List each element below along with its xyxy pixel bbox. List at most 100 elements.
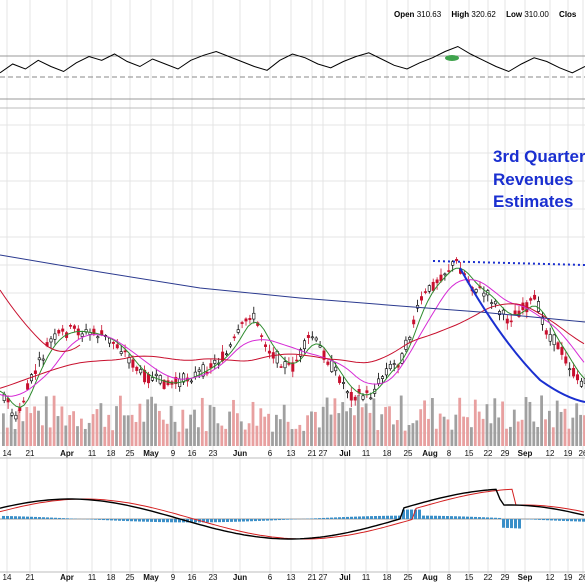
macd-histogram-bar	[514, 519, 517, 529]
x-tick-label: 27	[319, 449, 328, 458]
volume-bar	[454, 414, 458, 446]
x-tick-label: 15	[465, 449, 474, 458]
volume-bar	[571, 417, 575, 446]
candle-body	[252, 312, 256, 320]
macd-histogram-bar	[242, 519, 245, 522]
macd-histogram-bar	[178, 519, 181, 523]
macd-histogram-bar	[398, 515, 401, 519]
x-tick-label-bottom: 11	[88, 573, 97, 582]
macd-histogram-bar	[226, 519, 229, 522]
volume-bar	[372, 398, 376, 446]
chart-annotation: 3rd Quarter Revenues Estimates	[493, 146, 585, 214]
macd-histogram-bar	[402, 509, 405, 519]
candle-body	[201, 364, 205, 377]
ma-200-line	[0, 254, 585, 323]
volume-bar	[509, 426, 512, 446]
macd-histogram-bar	[18, 516, 21, 519]
x-tick-label-bottom: Apr	[60, 573, 74, 582]
volume-bar	[259, 408, 263, 446]
macd-histogram-bar	[142, 519, 145, 522]
volume-bar	[450, 429, 454, 446]
rsi-line	[0, 45, 585, 74]
macd-histogram-bar	[218, 519, 221, 523]
macd-histogram-bar	[26, 516, 29, 519]
x-tick-label: May	[143, 449, 159, 458]
macd-histogram-bar	[190, 519, 193, 523]
macd-histogram-bar	[110, 519, 113, 521]
macd-histogram-bar	[582, 519, 585, 522]
candle-body	[244, 318, 248, 322]
candle-body	[451, 261, 455, 266]
candle-body	[80, 333, 84, 337]
x-tick-label-bottom: 21	[26, 573, 35, 582]
volume-bar	[337, 413, 341, 446]
macd-histogram-bar	[478, 517, 481, 519]
volume-bar	[228, 411, 231, 446]
x-tick-label: Sep	[518, 449, 533, 458]
candle-body	[57, 330, 61, 334]
x-tick-label-bottom: Aug	[422, 573, 438, 582]
x-tick-label: 16	[188, 449, 197, 458]
macd-histogram-bar	[94, 519, 97, 520]
volume-bar	[434, 428, 438, 446]
candle-body	[572, 367, 576, 377]
candle-body	[310, 336, 314, 339]
volume-bar	[555, 400, 559, 446]
macd-histogram-bar	[50, 517, 53, 519]
macd-histogram-bar	[502, 519, 505, 528]
volume-bar	[103, 426, 107, 446]
candle-body	[209, 363, 213, 369]
volume-bar	[321, 406, 325, 446]
volume-bar	[579, 414, 582, 446]
candle-body	[455, 258, 459, 262]
ma-long-line	[0, 303, 585, 389]
x-tick-label-bottom: 13	[287, 573, 296, 582]
annotation-line-3: Estimates	[493, 192, 574, 211]
x-tick-label: 22	[484, 449, 493, 458]
macd-histogram-bar	[566, 519, 569, 522]
volume-bar	[107, 414, 111, 446]
candle-body	[326, 361, 330, 365]
macd-histogram-bar	[274, 519, 277, 521]
volume-bar	[536, 426, 540, 446]
macd-histogram-bar	[578, 519, 581, 522]
volume-bar	[204, 431, 208, 446]
macd-histogram-bar	[466, 516, 469, 519]
candle-body	[49, 338, 53, 343]
candle-body	[37, 357, 41, 361]
candle-body	[174, 377, 178, 385]
macd-histogram-bar	[62, 518, 65, 519]
volume-bar	[548, 410, 551, 446]
macd-histogram-bar	[342, 517, 345, 519]
ma-mid-line	[0, 279, 585, 397]
macd-histogram-bar	[546, 519, 549, 521]
macd-histogram-bar	[354, 516, 357, 519]
macd-histogram-bar	[270, 519, 273, 521]
macd-histogram-bar	[46, 517, 49, 519]
volume-bar	[395, 420, 399, 446]
candle-body	[182, 373, 186, 383]
volume-bar	[119, 395, 122, 446]
macd-histogram-bar	[378, 515, 381, 519]
volume-bar	[345, 411, 348, 446]
candle-body	[127, 357, 131, 364]
volume-bar	[5, 427, 9, 446]
volume-bar	[126, 415, 130, 446]
macd-histogram-bar	[506, 519, 509, 528]
candle-body	[431, 281, 435, 291]
volume-bar	[399, 395, 403, 446]
macd-histogram-bar	[314, 518, 317, 519]
volume-bar	[220, 425, 224, 446]
close-label: Clos	[559, 10, 577, 19]
candle-body	[225, 353, 229, 356]
volume-bar	[317, 427, 321, 446]
volume-bar	[392, 424, 395, 446]
x-axis-macd: 14 21 Apr 11 18 25 May 9 16 23 Jun 6 13 21 27 Jul 11 18 25…	[3, 573, 585, 582]
macd-histogram-bar	[346, 516, 349, 519]
volume-bar	[138, 403, 142, 446]
candle-body	[353, 396, 357, 401]
macd-histogram-bar	[150, 519, 153, 522]
volume-bar	[111, 430, 114, 446]
macd-histogram-bar	[202, 519, 205, 523]
volume-bar	[33, 406, 36, 446]
